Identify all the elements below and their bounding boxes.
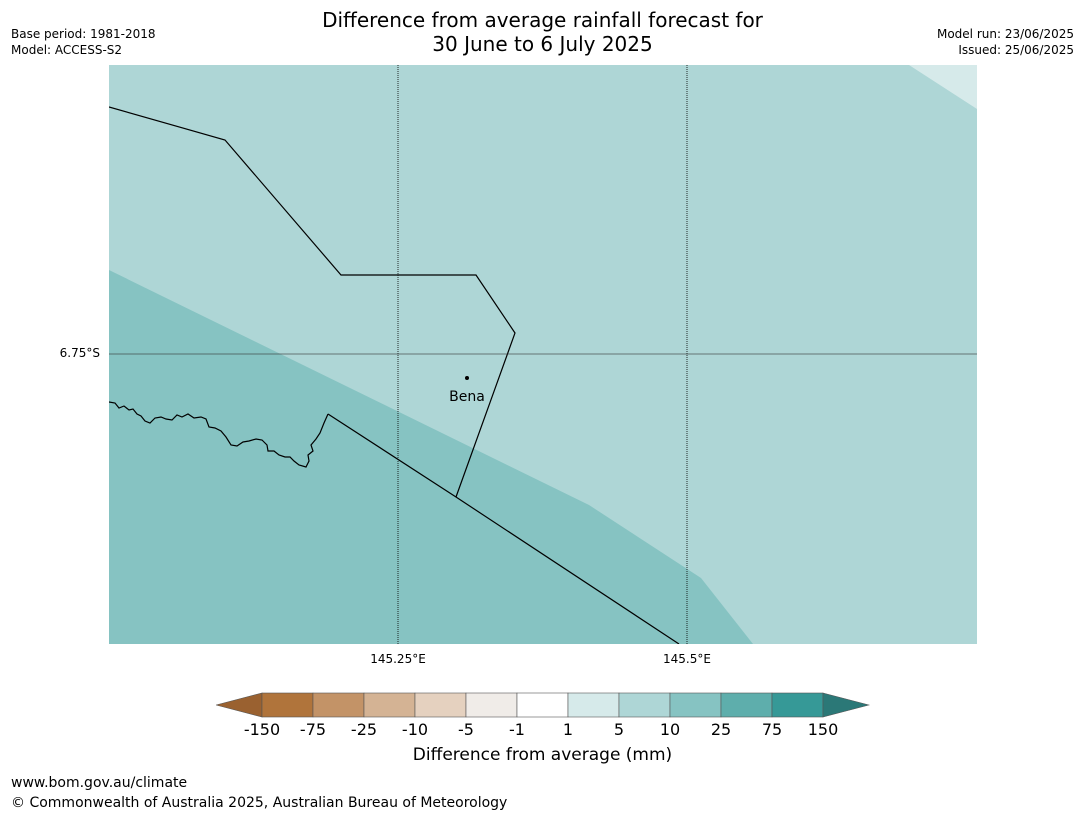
colorbar-tick-label: -10	[401, 720, 429, 739]
lat-label: 6.75°S	[59, 346, 100, 360]
model-name: Model: ACCESS-S2	[11, 43, 123, 57]
colorbar-tick-label: 150	[807, 720, 839, 739]
colorbar-segment	[720, 692, 773, 718]
colorbar-tick-label: -150	[243, 720, 281, 739]
colorbar-segment	[465, 692, 518, 718]
colorbar-segment	[312, 692, 365, 718]
colorbar-tick-label: -1	[509, 720, 525, 739]
colorbar-extend-high	[822, 692, 870, 718]
colorbar-segment	[261, 692, 314, 718]
colorbar-segment	[618, 692, 671, 718]
province-boundary-south	[327, 413, 680, 644]
colorbar-tick-label: 75	[761, 720, 783, 739]
meta-right: Model run: 23/06/2025 Issued: 25/06/2025	[937, 26, 1074, 58]
colorbar-segment	[771, 692, 824, 718]
colorbar-segment	[414, 692, 467, 718]
coastline	[109, 401, 329, 468]
colorbar-segment	[363, 692, 416, 718]
issued-date: Issued: 25/06/2025	[958, 43, 1074, 57]
colorbar	[216, 692, 870, 718]
colorbar-segment	[516, 692, 569, 718]
footer-url: www.bom.gov.au/climate	[11, 775, 188, 791]
town-marker-bena	[465, 376, 469, 380]
province-boundary	[109, 106, 516, 498]
colorbar-extend-low	[216, 692, 263, 718]
meta-left: Base period: 1981-2018 Model: ACCESS-S2	[11, 26, 156, 58]
zone-1-5mm	[909, 65, 977, 109]
colorbar-segment	[567, 692, 620, 718]
colorbar-tick-label: 5	[613, 720, 625, 739]
town-label-bena: Bena	[449, 389, 485, 405]
colorbar-segment	[669, 692, 722, 718]
rainfall-map: Bena	[109, 65, 977, 644]
title-line-2: 30 June to 6 July 2025	[432, 32, 653, 56]
colorbar-tick-label: -25	[350, 720, 378, 739]
colorbar-title: Difference from average (mm)	[412, 745, 673, 765]
base-period: Base period: 1981-2018	[11, 27, 156, 41]
title-line-1: Difference from average rainfall forecas…	[322, 8, 763, 32]
colorbar-tick-label: -75	[299, 720, 327, 739]
colorbar-tick-label: 10	[659, 720, 681, 739]
model-run: Model run: 23/06/2025	[936, 27, 1074, 41]
lon-label-145-25: 145.25°E	[370, 652, 426, 666]
lon-label-145-5: 145.5°E	[663, 652, 711, 666]
footer-copyright: © Commonwealth of Australia 2025, Austra…	[11, 795, 508, 811]
colorbar-tick-label: 25	[710, 720, 732, 739]
colorbar-tick-label: -5	[458, 720, 474, 739]
map-title: Difference from average rainfall forecas…	[0, 8, 1085, 56]
zone-10-25mm	[109, 270, 753, 644]
colorbar-tick-label: 1	[562, 720, 574, 739]
